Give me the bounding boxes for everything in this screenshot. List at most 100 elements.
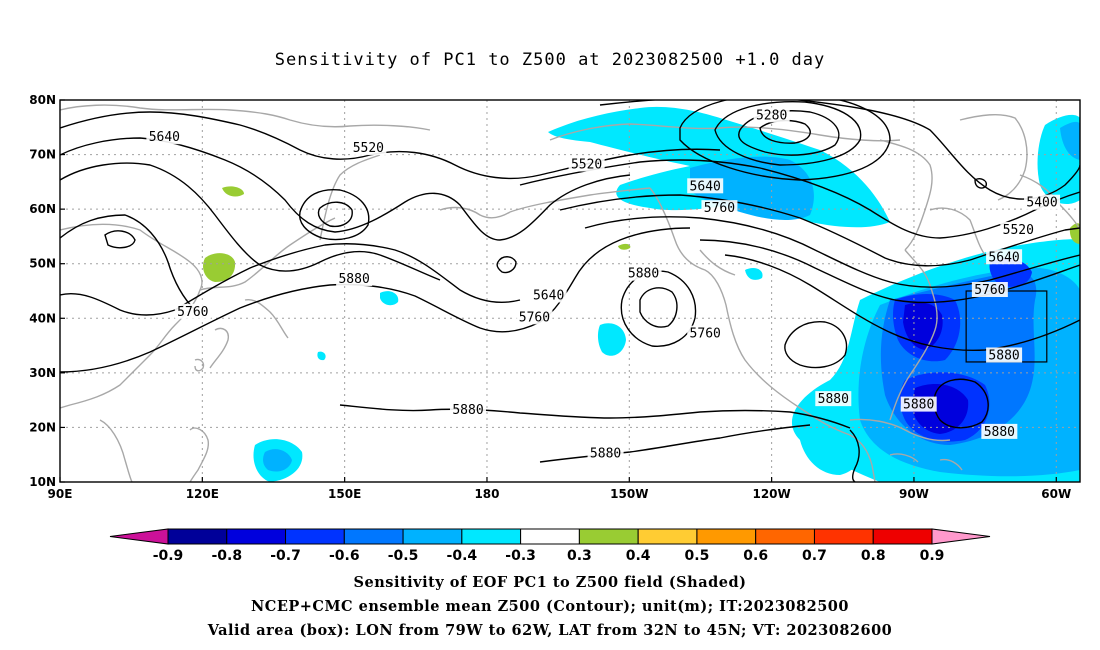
shade-blue-northeast: [989, 258, 1032, 287]
contour-label: 5760: [704, 201, 735, 216]
colorbar-segment: [637, 528, 698, 545]
contour-label-bg: [587, 445, 624, 461]
colorbar-segment: [520, 528, 580, 545]
contour-line: [317, 201, 353, 228]
contour-label: 5880: [818, 392, 849, 407]
contour-line: [639, 287, 678, 328]
colorbar-segment: [755, 528, 815, 545]
contour-line: [699, 239, 1080, 304]
colorbar-segment: [402, 528, 463, 545]
shade-cyan-small-2: [745, 267, 763, 280]
x-tick-label: 90E: [48, 487, 73, 501]
y-tick-label: 80N: [29, 93, 56, 107]
longitude-axis: 90E 120E 150E 180 150W 120W 90W 60W: [48, 477, 1071, 501]
y-tick-label: 60N: [29, 202, 56, 216]
contour-line: [60, 227, 691, 373]
contour-line: [559, 194, 1080, 267]
contour-label: 5880: [903, 398, 934, 413]
colorbar-label: 0.6: [743, 548, 768, 564]
contour-label-bg: [971, 282, 1008, 297]
contour-label-bg: [336, 271, 373, 287]
colorbar-segment: [343, 528, 404, 545]
latitude-axis: 10N 20N 30N 40N 50N 60N 70N 80N: [29, 93, 65, 489]
colorbar-segment: [167, 528, 228, 545]
y-tick-label: 10N: [29, 475, 56, 489]
colorbar-label: -0.9: [153, 548, 184, 564]
contour-label: 5640: [149, 130, 180, 145]
contour-label-bg: [687, 325, 724, 341]
contour-line: [60, 162, 441, 281]
colorbar-label: -0.5: [388, 548, 419, 564]
colorbar-label: 0.7: [802, 548, 827, 564]
contour-line: [679, 100, 891, 181]
colorbar-label: 0.9: [920, 548, 945, 564]
contour-line: [60, 214, 196, 311]
contour-label-bg: [174, 303, 211, 319]
contour-label: 5400: [1026, 196, 1057, 211]
contour-line: [60, 243, 521, 316]
x-tick-label: 120E: [186, 487, 219, 501]
colorbar-segment: [461, 528, 522, 545]
contour-label: 5880: [988, 348, 1019, 363]
colorbar-segment: [813, 528, 874, 545]
colorbar-label: -0.4: [447, 548, 478, 564]
contour-label: 5520: [353, 141, 384, 156]
contour-label-bg: [350, 140, 387, 156]
contour-label: 5760: [519, 310, 550, 325]
y-tick-label: 40N: [29, 311, 56, 325]
contour-line: [849, 429, 860, 482]
contour-label-bg: [986, 347, 1023, 363]
caption-line-2: NCEP+CMC ensemble mean Z500 (Contour); u…: [251, 598, 849, 615]
shade-cyan-small-1: [317, 351, 326, 361]
gridlines: [60, 100, 1080, 482]
contour-label-bg: [625, 265, 662, 281]
shade-lightblue-greenland: [1060, 121, 1080, 160]
shade-cyan-pacific-1: [597, 323, 626, 356]
x-tick-label: 180: [474, 487, 499, 501]
colorbar-over-arrow: [931, 528, 991, 545]
contour-label-bg: [450, 402, 486, 418]
contour-label: 5640: [988, 250, 1019, 265]
shade-cyan-caribbean: [800, 414, 864, 475]
shade-darkblue-south: [912, 384, 969, 434]
colorbar-under-arrow: [109, 528, 169, 545]
contour-line: [974, 178, 987, 189]
contour-label: 5760: [974, 283, 1005, 298]
x-tick-label: 90W: [899, 487, 929, 501]
y-tick-label: 50N: [29, 257, 56, 271]
contour-line: [620, 270, 697, 347]
shade-cyan-pacific-2: [380, 291, 399, 306]
contour-line: [496, 256, 517, 274]
colorbar-label: 0.3: [567, 548, 592, 564]
shade-lightblue-pacific-3: [263, 449, 292, 472]
contour-label-bg: [1000, 221, 1037, 237]
contour-label: 5640: [690, 179, 721, 194]
contour-label: 5520: [1003, 223, 1034, 238]
contour-label-bg: [530, 287, 567, 303]
colorbar-label: 0.5: [685, 548, 710, 564]
sensitivity-shading: [203, 106, 1080, 482]
contour-label-bg: [981, 423, 1018, 439]
contour-label-bg: [701, 200, 738, 216]
colorbar-segment: [285, 528, 345, 545]
contour-label: 5880: [590, 447, 621, 462]
contour-line: [933, 378, 989, 429]
shade-green-siberia: [222, 186, 244, 197]
chart-title: Sensitivity of PC1 to Z500 at 2023082500…: [274, 50, 826, 70]
colorbar-label: 0.8: [861, 548, 886, 564]
contour-label-bg: [900, 396, 937, 412]
shade-green-asia: [203, 253, 236, 282]
colorbar-segment: [872, 528, 933, 545]
contour-line: [539, 424, 811, 463]
colorbar-segment: [226, 528, 287, 545]
contour-line: [599, 100, 1080, 200]
x-tick-label: 120W: [752, 487, 790, 501]
contour-label: 5760: [177, 305, 208, 320]
map-frame: [59, 99, 1081, 483]
contour-label: 5520: [571, 157, 602, 172]
caption-line-3: Valid area (box): LON from 79W to 62W, L…: [207, 622, 893, 639]
contour-label: 5880: [338, 272, 369, 287]
contour-label: 5880: [628, 267, 659, 282]
contour-line: [784, 321, 848, 369]
